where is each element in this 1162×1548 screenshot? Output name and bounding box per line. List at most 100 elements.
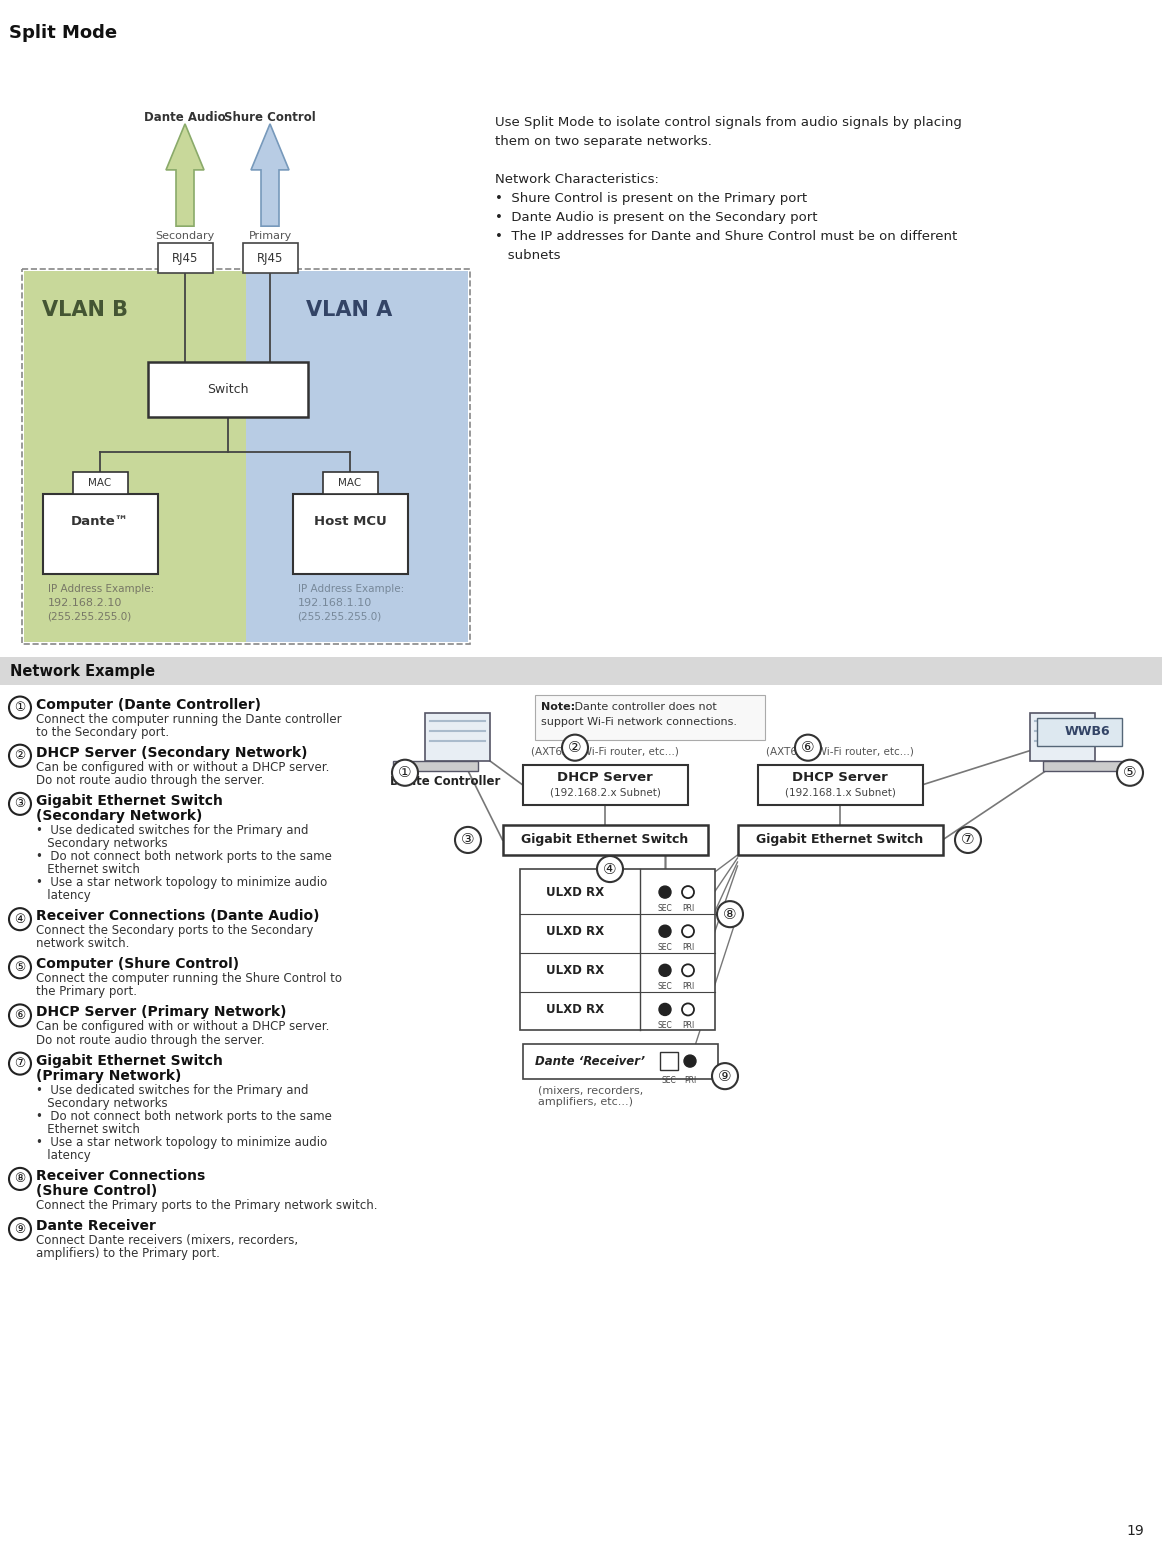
Circle shape bbox=[1117, 760, 1143, 786]
Text: DHCP Server (Secondary Network): DHCP Server (Secondary Network) bbox=[36, 746, 308, 760]
Text: ⑧: ⑧ bbox=[723, 907, 737, 921]
Text: subnets: subnets bbox=[495, 249, 560, 262]
Bar bbox=[22, 269, 469, 644]
Text: (192.168.2.x Subnet): (192.168.2.x Subnet) bbox=[550, 788, 660, 797]
Circle shape bbox=[659, 885, 670, 898]
Text: Ethernet switch: Ethernet switch bbox=[36, 1122, 139, 1136]
Text: Do not route audio through the server.: Do not route audio through the server. bbox=[36, 1034, 265, 1046]
Text: Secondary networks: Secondary networks bbox=[36, 1096, 167, 1110]
Text: MAC: MAC bbox=[338, 478, 361, 488]
Text: Dante Receiver: Dante Receiver bbox=[36, 1218, 156, 1234]
Text: ④: ④ bbox=[14, 913, 26, 926]
Text: ①: ① bbox=[399, 765, 411, 780]
Text: support Wi-Fi network connections.: support Wi-Fi network connections. bbox=[541, 717, 737, 726]
Circle shape bbox=[795, 735, 822, 760]
Text: VLAN A: VLAN A bbox=[306, 300, 393, 320]
Text: them on two separate networks.: them on two separate networks. bbox=[495, 135, 712, 149]
Text: Gigabit Ethernet Switch: Gigabit Ethernet Switch bbox=[522, 833, 689, 847]
Text: •  Dante Audio is present on the Secondary port: • Dante Audio is present on the Secondar… bbox=[495, 211, 818, 224]
Text: Connect the Secondary ports to the Secondary: Connect the Secondary ports to the Secon… bbox=[36, 924, 314, 937]
Text: Dante™: Dante™ bbox=[71, 514, 129, 528]
Text: Network Example: Network Example bbox=[10, 664, 155, 680]
Text: (AXT620, Wi-Fi router, etc...): (AXT620, Wi-Fi router, etc...) bbox=[531, 746, 679, 757]
Bar bbox=[0, 658, 1162, 686]
Text: Note:: Note: bbox=[541, 701, 575, 712]
Text: ULXD RX: ULXD RX bbox=[546, 1003, 604, 1015]
Text: Gigabit Ethernet Switch: Gigabit Ethernet Switch bbox=[36, 1054, 223, 1068]
Text: •  Use a star network topology to minimize audio: • Use a star network topology to minimiz… bbox=[36, 1136, 328, 1149]
Text: Receiver Connections (Dante Audio): Receiver Connections (Dante Audio) bbox=[36, 909, 320, 923]
Text: 19: 19 bbox=[1126, 1523, 1145, 1539]
Text: PRI: PRI bbox=[682, 1022, 694, 1031]
Text: RJ45: RJ45 bbox=[257, 252, 284, 265]
Circle shape bbox=[392, 760, 418, 786]
Text: •  Shure Control is present on the Primary port: • Shure Control is present on the Primar… bbox=[495, 192, 808, 204]
Bar bbox=[502, 825, 708, 854]
Circle shape bbox=[955, 827, 981, 853]
Text: DHCP Server: DHCP Server bbox=[557, 771, 653, 785]
Text: PRI: PRI bbox=[684, 1076, 696, 1085]
Text: ②: ② bbox=[14, 749, 26, 762]
Bar bbox=[148, 362, 308, 416]
Text: Connect the computer running the Shure Control to: Connect the computer running the Shure C… bbox=[36, 972, 342, 986]
Text: ⑦: ⑦ bbox=[14, 1057, 26, 1070]
Text: Secondary networks: Secondary networks bbox=[36, 837, 167, 850]
Text: Dante Controller: Dante Controller bbox=[389, 774, 500, 788]
Text: MAC: MAC bbox=[88, 478, 112, 488]
Text: the Primary port.: the Primary port. bbox=[36, 986, 137, 998]
Text: (AXT620, Wi-Fi router, etc...): (AXT620, Wi-Fi router, etc...) bbox=[766, 746, 914, 757]
Bar bbox=[43, 494, 158, 574]
Text: Computer (Dante Controller): Computer (Dante Controller) bbox=[36, 698, 261, 712]
Bar bbox=[393, 760, 478, 771]
Text: latency: latency bbox=[36, 889, 91, 902]
Text: Dante ‘Receiver’: Dante ‘Receiver’ bbox=[535, 1054, 645, 1068]
Circle shape bbox=[659, 926, 670, 937]
Text: WWB6: WWB6 bbox=[1064, 724, 1110, 738]
Text: (mixers, recorders,
amplifiers, etc...): (mixers, recorders, amplifiers, etc...) bbox=[538, 1085, 644, 1107]
Text: ③: ③ bbox=[14, 797, 26, 810]
Text: •  Use a star network topology to minimize audio: • Use a star network topology to minimiz… bbox=[36, 876, 328, 889]
Text: Shure Control: Shure Control bbox=[224, 111, 316, 124]
Text: network switch.: network switch. bbox=[36, 937, 129, 950]
Text: Receiver Connections: Receiver Connections bbox=[36, 1169, 206, 1183]
Text: (Primary Network): (Primary Network) bbox=[36, 1068, 181, 1082]
Text: ④: ④ bbox=[603, 862, 617, 876]
Text: Use Split Mode to isolate control signals from audio signals by placing: Use Split Mode to isolate control signal… bbox=[495, 116, 962, 128]
Text: ULXD RX: ULXD RX bbox=[546, 924, 604, 938]
Text: (255.255.255.0): (255.255.255.0) bbox=[297, 611, 382, 621]
Bar bbox=[72, 472, 128, 494]
Text: PRI: PRI bbox=[682, 943, 694, 952]
Circle shape bbox=[456, 827, 481, 853]
Text: (Secondary Network): (Secondary Network) bbox=[36, 810, 202, 824]
Text: Gigabit Ethernet Switch: Gigabit Ethernet Switch bbox=[756, 833, 924, 847]
Text: ②: ② bbox=[568, 740, 582, 755]
Text: •  Use dedicated switches for the Primary and: • Use dedicated switches for the Primary… bbox=[36, 1084, 308, 1096]
Text: SEC: SEC bbox=[658, 1022, 673, 1031]
Text: PRI: PRI bbox=[682, 904, 694, 913]
Text: Connect the computer running the Dante controller: Connect the computer running the Dante c… bbox=[36, 712, 342, 726]
Bar bbox=[1042, 760, 1127, 771]
Bar bbox=[535, 695, 765, 740]
Text: IP Address Example:: IP Address Example: bbox=[297, 584, 403, 594]
Text: Split Mode: Split Mode bbox=[9, 25, 117, 42]
Circle shape bbox=[9, 909, 31, 930]
Circle shape bbox=[659, 1003, 670, 1015]
Text: Secondary: Secondary bbox=[156, 231, 215, 241]
Text: VLAN B: VLAN B bbox=[42, 300, 128, 320]
Text: Ethernet switch: Ethernet switch bbox=[36, 864, 139, 876]
Text: latency: latency bbox=[36, 1149, 91, 1163]
Text: (192.168.1.x Subnet): (192.168.1.x Subnet) bbox=[784, 788, 896, 797]
Circle shape bbox=[9, 1167, 31, 1190]
Polygon shape bbox=[251, 124, 289, 226]
Circle shape bbox=[659, 964, 670, 977]
Text: •  Do not connect both network ports to the same: • Do not connect both network ports to t… bbox=[36, 850, 332, 862]
Text: Primary: Primary bbox=[249, 231, 292, 241]
Text: IP Address Example:: IP Address Example: bbox=[48, 584, 153, 594]
Circle shape bbox=[9, 697, 31, 718]
Text: SEC: SEC bbox=[658, 904, 673, 913]
Text: ⑦: ⑦ bbox=[961, 833, 975, 847]
Polygon shape bbox=[166, 124, 205, 226]
Bar bbox=[24, 271, 246, 642]
Circle shape bbox=[682, 885, 694, 898]
Text: to the Secondary port.: to the Secondary port. bbox=[36, 726, 170, 738]
